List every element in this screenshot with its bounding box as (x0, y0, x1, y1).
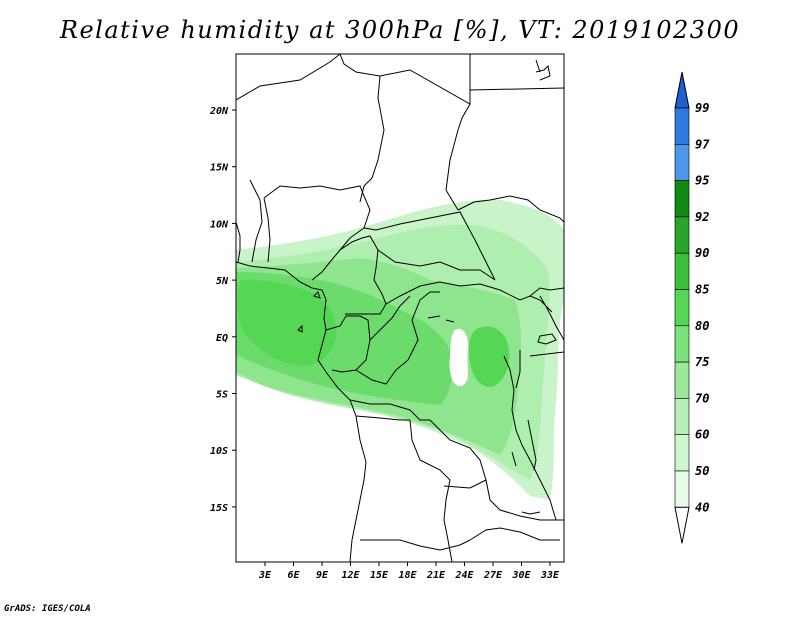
colorbar-box (674, 289, 690, 327)
lon-tick-label: 3E (258, 570, 272, 581)
colorbar-box (674, 107, 690, 145)
colorbar-label: 60 (695, 428, 709, 442)
lon-tick-label: 15E (370, 570, 389, 581)
country-borders (236, 54, 564, 562)
lon-tick-label: 30E (511, 570, 531, 581)
colorbar-box (674, 361, 690, 399)
colorbar: 99 97 95 92 90 85 80 75 70 60 50 40 (674, 71, 710, 544)
humidity-75-80-region (237, 279, 337, 366)
lon-tick-label: 18E (398, 570, 417, 581)
lat-tick-label: 15N (210, 163, 229, 174)
colorbar-box (674, 216, 690, 254)
colorbar-label: 50 (695, 464, 709, 478)
lon-tick-label: 33E (540, 570, 560, 581)
lon-tick-label: 12E (341, 570, 360, 581)
colorbar-box (674, 434, 690, 472)
chart-title: Relative humidity at 300hPa [%], VT: 201… (59, 16, 741, 44)
colorbar-label: 90 (695, 246, 709, 260)
lat-tick-label: 10N (210, 219, 229, 230)
humidity-shading (236, 199, 564, 500)
colorbar-label: 75 (695, 355, 709, 369)
lon-tick-label: 6E (287, 570, 300, 581)
colorbar-box (674, 398, 690, 435)
lon-tick-label: 9E (316, 570, 329, 581)
latitude-ticks: 20N 15N 10N 5N EQ 5S 10S 15S (209, 106, 236, 514)
lat-tick-label: 15S (210, 503, 228, 514)
colorbar-box (674, 144, 690, 181)
colorbar-label: 92 (695, 210, 709, 224)
lon-tick-label: 21E (426, 570, 446, 581)
colorbar-label: 85 (695, 283, 709, 297)
colorbar-box (674, 252, 690, 290)
lat-tick-label: 5N (216, 276, 229, 287)
colorbar-box (674, 180, 690, 218)
colorbar-top-triangle (674, 71, 690, 109)
colorbar-box (674, 470, 690, 508)
colorbar-label: 99 (695, 101, 709, 115)
lat-tick-label: 20N (209, 106, 229, 117)
colorbar-label: 95 (695, 174, 709, 188)
colorbar-label: 40 (695, 500, 709, 514)
colorbar-bottom-triangle (674, 506, 690, 544)
lat-tick-label: 5S (216, 390, 228, 401)
colorbar-box (674, 325, 690, 363)
lon-tick-label: 27E (483, 570, 503, 581)
colorbar-label: 97 (695, 137, 710, 151)
lat-tick-label: EQ (216, 333, 228, 344)
grads-credit: GrADS: IGES/COLA (4, 604, 91, 614)
lat-tick-label: 10S (210, 446, 228, 457)
longitude-ticks: 3E 6E 9E 12E 15E 18E 21E 24E 27E 30E 33E (258, 562, 560, 581)
humidity-75-80-region-east (468, 326, 510, 387)
lon-tick-label: 24E (454, 570, 474, 581)
humidity-gap-region (449, 328, 469, 387)
map-frame (235, 53, 565, 563)
colorbar-label: 80 (695, 319, 709, 333)
colorbar-label: 70 (695, 391, 709, 405)
